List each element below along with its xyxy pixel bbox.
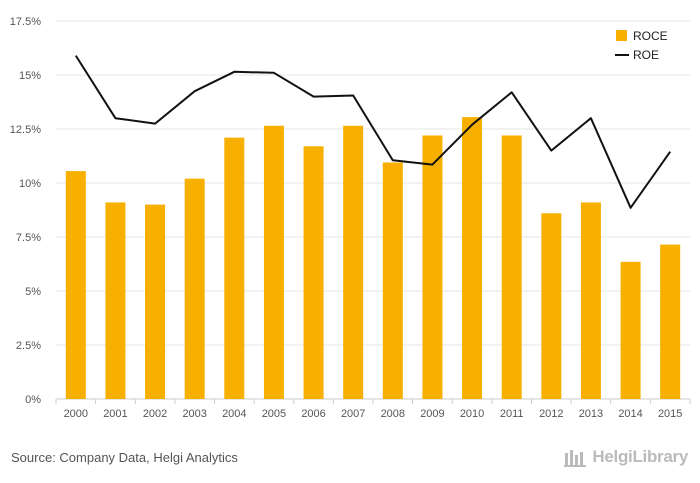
- x-tick-label: 2012: [539, 408, 563, 420]
- y-axis-ticks: 0% 2.5% 5% 7.5% 10% 12.5% 15% 17.5%: [10, 16, 41, 406]
- legend-roce-label: ROCE: [633, 29, 668, 43]
- x-tick-label: 2013: [579, 408, 603, 420]
- legend-roe-label: ROE: [633, 48, 659, 62]
- x-tick-label: 2006: [301, 408, 325, 420]
- roce-bars: [65, 117, 681, 400]
- roce-bar: [303, 146, 324, 399]
- x-tick-label: 2001: [103, 408, 127, 420]
- x-tick-label: 2002: [143, 408, 167, 420]
- x-tick-label: 2004: [222, 408, 246, 420]
- roce-bar: [462, 117, 483, 400]
- y-tick-label: 0%: [25, 394, 41, 406]
- legend[interactable]: ROCE ROE: [615, 29, 668, 62]
- y-tick-label: 12.5%: [10, 124, 41, 136]
- roe-line-series: [74, 55, 672, 209]
- x-tick-label: 2003: [182, 408, 206, 420]
- roce-bar: [105, 202, 126, 399]
- roce-bar: [65, 171, 86, 399]
- roce-bar: [620, 261, 641, 399]
- roce-bar: [382, 162, 403, 399]
- brand-name: HelgiLibrary: [592, 447, 688, 466]
- y-tick-label: 10%: [19, 178, 41, 190]
- y-tick-label: 17.5%: [10, 16, 41, 28]
- x-tick-label: 2000: [64, 408, 88, 420]
- y-tick-label: 7.5%: [16, 232, 41, 244]
- x-tick-label: 2010: [460, 408, 484, 420]
- roce-bar: [263, 125, 284, 399]
- y-tick-label: 15%: [19, 70, 41, 82]
- roce-bar: [580, 202, 601, 399]
- roce-bar: [422, 135, 443, 400]
- roce-bar: [660, 244, 681, 399]
- roe-line: [74, 55, 672, 209]
- x-tick-label: 2009: [420, 408, 444, 420]
- x-tick-label: 2011: [500, 408, 524, 420]
- source-note: Source: Company Data, Helgi Analytics: [11, 450, 238, 465]
- y-tick-label: 5%: [25, 286, 41, 298]
- library-icon: [564, 450, 587, 467]
- roce-bar: [541, 213, 562, 399]
- roce-bar: [184, 178, 205, 399]
- x-tick-label: 2008: [381, 408, 405, 420]
- roce-bar: [501, 135, 522, 400]
- roce-bar: [224, 137, 245, 399]
- y-tick-label: 2.5%: [16, 340, 41, 352]
- legend-roce-swatch: [616, 30, 627, 41]
- x-tick-label: 2015: [658, 408, 682, 420]
- x-tick-label: 2007: [341, 408, 365, 420]
- roce-bar: [343, 125, 364, 399]
- roce-bar: [145, 204, 166, 399]
- brand-logo: HelgiLibrary: [564, 447, 688, 467]
- x-axis-ticks: 2000 2001 2002 2003 2004 2005 2006 2007 2008 2009…: [55, 399, 691, 420]
- x-tick-label: 2014: [618, 408, 642, 420]
- x-tick-label: 2005: [262, 408, 286, 420]
